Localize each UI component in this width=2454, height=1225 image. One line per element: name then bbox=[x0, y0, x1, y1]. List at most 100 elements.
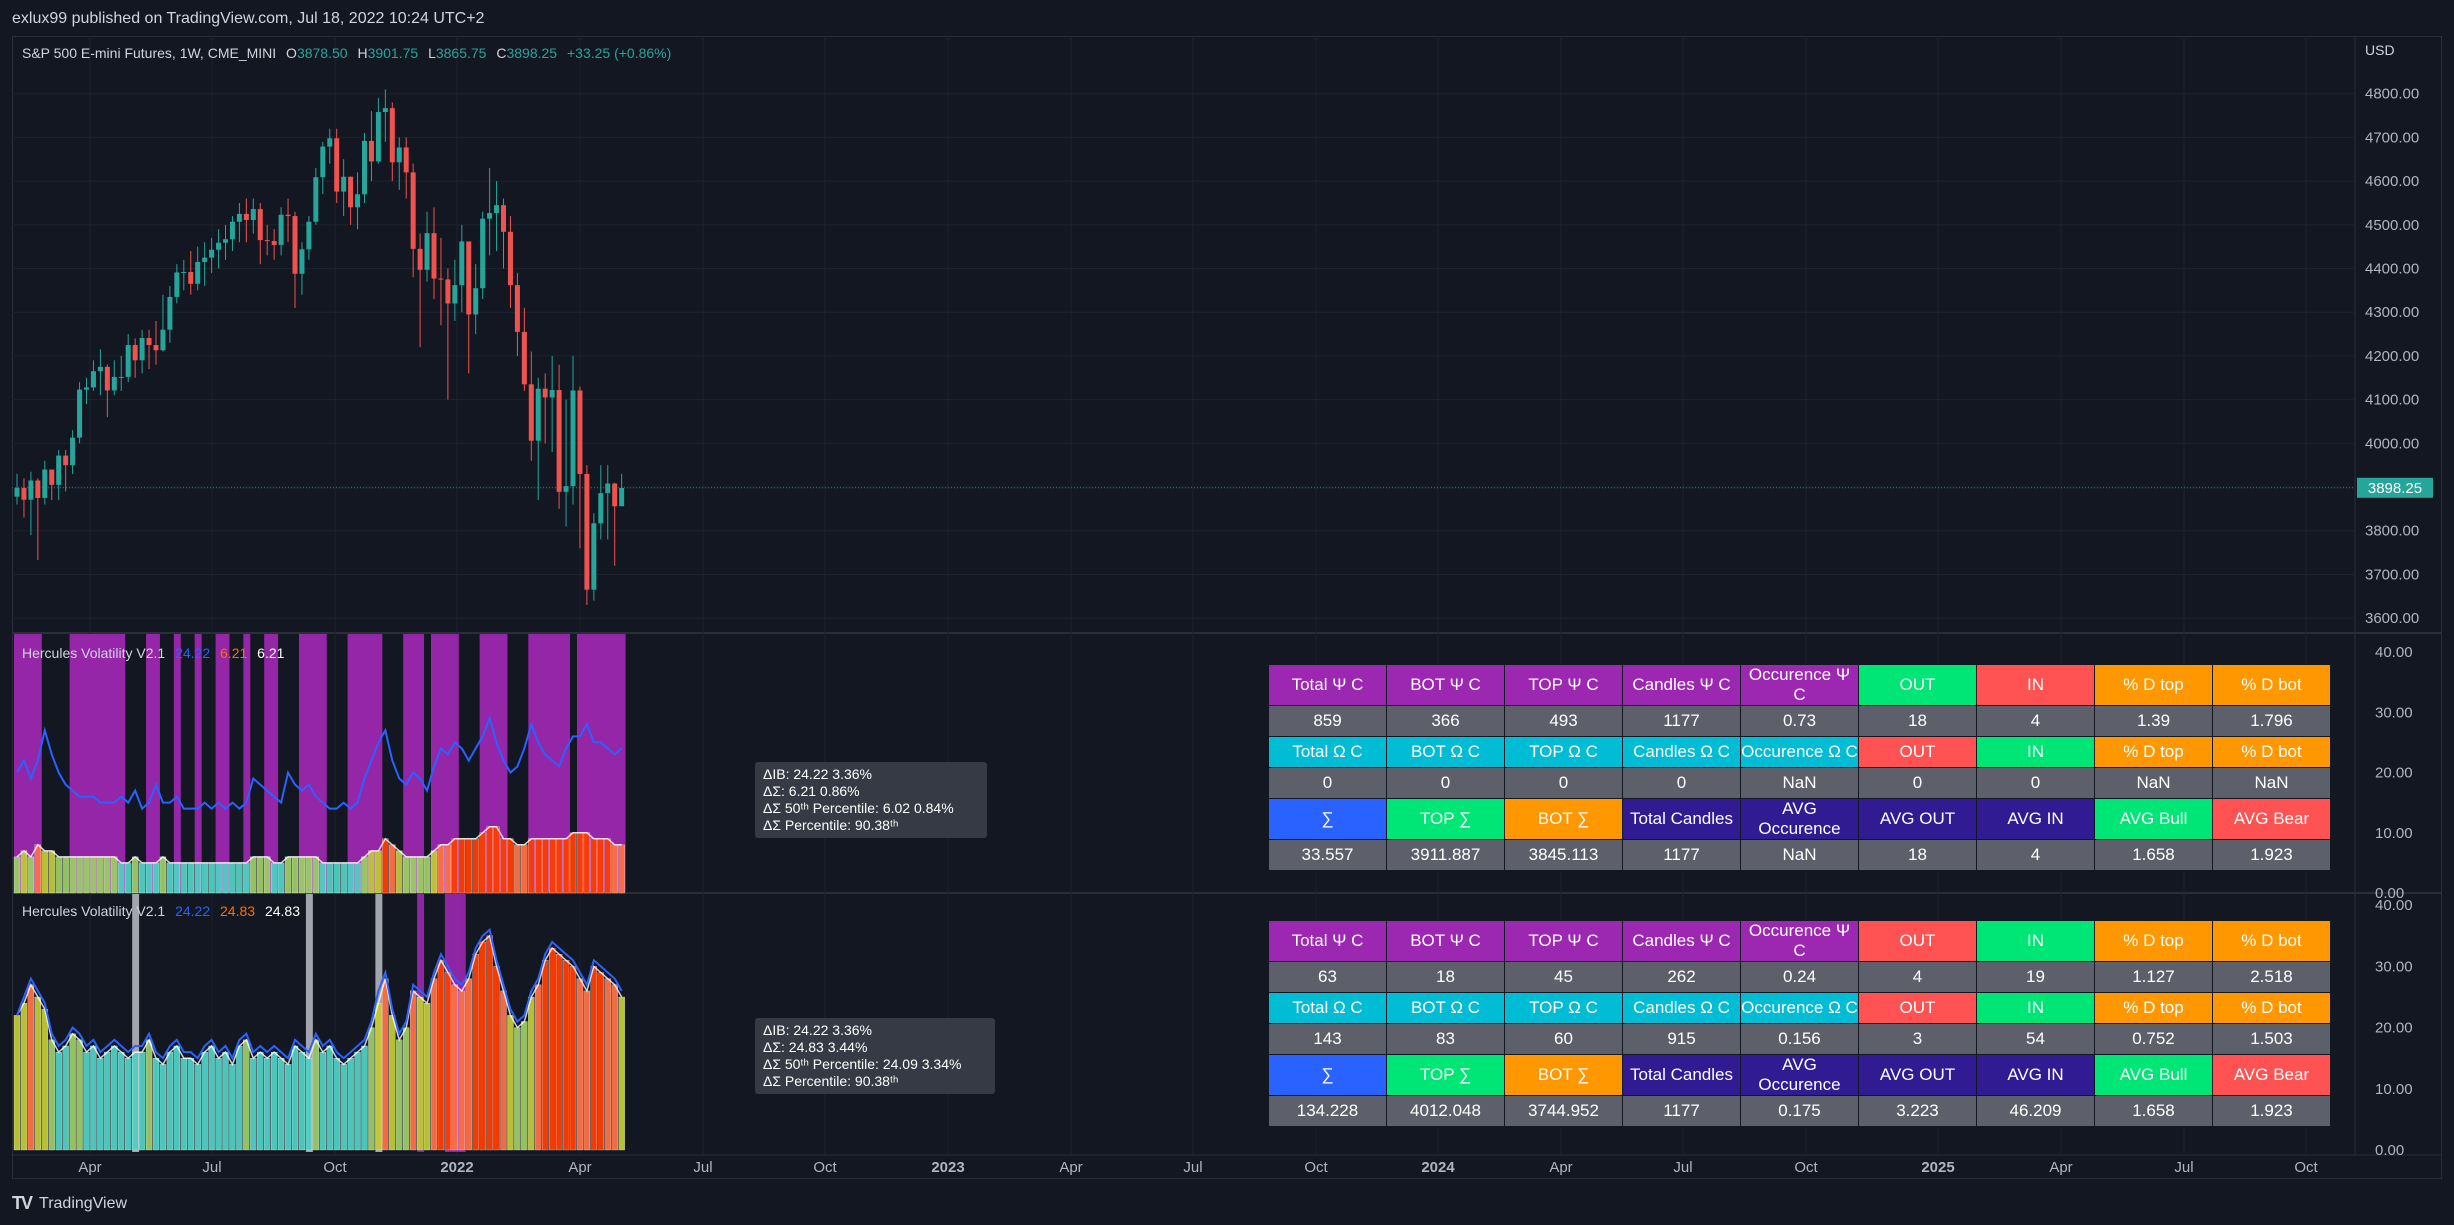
candle-body bbox=[424, 233, 430, 270]
regime-band bbox=[403, 634, 425, 892]
volatility-bar bbox=[27, 856, 35, 894]
volatility-bar bbox=[250, 856, 257, 894]
candle-body bbox=[160, 329, 166, 351]
candle-body bbox=[403, 147, 409, 173]
stats-cell: TOP Ψ C bbox=[1504, 920, 1623, 962]
stats-cell: BOT Ψ C bbox=[1386, 920, 1505, 962]
volatility-bar bbox=[62, 856, 69, 894]
stats-cell: 3744.952 bbox=[1504, 1095, 1623, 1127]
stats-cell: 3911.887 bbox=[1386, 839, 1505, 871]
candle-body bbox=[209, 249, 215, 258]
volatility-bar bbox=[535, 984, 542, 1151]
stats-cell: Occurence Ω C bbox=[1740, 736, 1859, 768]
candle-body bbox=[285, 214, 291, 217]
volatility-bar bbox=[104, 1051, 111, 1151]
candle-body bbox=[605, 483, 611, 494]
volatility-bar bbox=[69, 1033, 76, 1151]
stats-cell: BOT Ω C bbox=[1386, 992, 1505, 1024]
candle-body bbox=[271, 240, 277, 245]
volatility-bar bbox=[458, 838, 465, 894]
volatility-bar bbox=[416, 856, 424, 894]
candle-body bbox=[334, 138, 340, 192]
candle-body bbox=[104, 366, 110, 391]
symbol-legend: S&P 500 E-mini Futures, 1W, CME_MINI O38… bbox=[22, 45, 677, 61]
candle-body bbox=[549, 390, 555, 398]
stats-cell: % D top bbox=[2094, 920, 2213, 962]
ohlc-low: 3865.75 bbox=[435, 45, 487, 61]
price-tick-label: 3700.00 bbox=[2365, 566, 2419, 583]
volatility-bar bbox=[361, 856, 368, 894]
regime-band bbox=[298, 634, 327, 892]
price-tick-label: 4000.00 bbox=[2365, 435, 2419, 452]
candle-body bbox=[188, 272, 194, 284]
indicator-legend-1[interactable]: Hercules Volatility V2.1 24.22 6.21 6.21 bbox=[22, 645, 290, 661]
candle-body bbox=[111, 376, 117, 391]
stats-cell: 0 bbox=[1504, 767, 1623, 799]
stats-cell: OUT bbox=[1858, 920, 1977, 962]
time-tick-label: Jul bbox=[693, 1159, 712, 1176]
volatility-bar bbox=[514, 1027, 521, 1151]
candle-body bbox=[14, 487, 20, 497]
candle-body bbox=[132, 345, 138, 361]
tooltip1-line1: ΔIB: 24.22 3.36% bbox=[763, 766, 872, 782]
volatility-bar bbox=[521, 844, 528, 894]
indicator-name-2: Hercules Volatility V2.1 bbox=[22, 903, 166, 919]
time-tick-label: Oct bbox=[2294, 1159, 2318, 1176]
volatility-bar bbox=[542, 838, 549, 894]
volatility-bar bbox=[83, 856, 90, 894]
stats-row: 134.228 4012.048 3744.952 1177 0.175 3.223 46.… bbox=[1268, 1095, 2331, 1127]
regime-band bbox=[173, 634, 181, 892]
volatility-bar bbox=[604, 838, 611, 894]
volatility-bar bbox=[562, 838, 570, 894]
volatility-bar bbox=[125, 1058, 132, 1151]
stats-cell: 63 bbox=[1268, 961, 1387, 993]
volatility-bar bbox=[34, 844, 41, 894]
candle-body bbox=[382, 108, 388, 113]
candle-body bbox=[473, 288, 479, 315]
volatility-bar bbox=[347, 862, 354, 894]
stats-cell: TOP Ψ C bbox=[1504, 664, 1623, 706]
regime-band bbox=[146, 634, 160, 892]
volatility-bar bbox=[76, 1039, 83, 1151]
tooltip2-line3: ΔΣ 50ᵗʰ Percentile: 24.09 3.34% bbox=[763, 1056, 962, 1072]
stats-table-2: Total Ψ C BOT Ψ C TOP Ψ C Candles Ψ C Occure… bbox=[1268, 920, 2331, 1127]
ohlc-high: 3901.75 bbox=[367, 45, 419, 61]
candle-body bbox=[70, 437, 76, 466]
volatility-bar bbox=[194, 862, 201, 894]
stats-row: Total Ω C BOT Ω C TOP Ω C Candles Ω C Occure… bbox=[1268, 992, 2331, 1024]
candle-body bbox=[21, 487, 27, 500]
stats-cell: Occurence Ψ C bbox=[1740, 920, 1859, 962]
volatility-bar bbox=[423, 856, 431, 894]
volatility-bar-outline bbox=[16, 825, 622, 864]
price-candles bbox=[14, 89, 625, 606]
volatility-bar bbox=[472, 838, 479, 894]
volatility-bar bbox=[493, 966, 500, 1151]
footer[interactable]: TV TradingView bbox=[12, 1193, 127, 1214]
tooltip2-line1: ΔIB: 24.22 3.36% bbox=[763, 1022, 872, 1038]
volatility-bar bbox=[13, 856, 21, 894]
stats-cell: 0.73 bbox=[1740, 705, 1859, 737]
indicator-legend-2[interactable]: Hercules Volatility V2.1 24.22 24.83 24.… bbox=[22, 903, 306, 919]
volatility-bar bbox=[264, 1058, 271, 1151]
volatility-bar bbox=[229, 862, 236, 894]
volatility-bar bbox=[62, 1045, 69, 1151]
candle-body bbox=[466, 241, 472, 315]
candle-body bbox=[42, 469, 48, 498]
volatility-bar bbox=[152, 1058, 160, 1151]
time-tick-label: 2023 bbox=[931, 1159, 964, 1176]
candle-body bbox=[577, 390, 583, 474]
candle-body bbox=[146, 338, 152, 345]
candle-body bbox=[84, 387, 89, 390]
volatility-bar bbox=[549, 947, 556, 1151]
volatility-bar bbox=[618, 844, 625, 894]
stats-cell: Total Candles bbox=[1622, 1054, 1741, 1096]
indicator-value-2b: 24.83 bbox=[220, 903, 256, 919]
volatility-bar bbox=[284, 856, 292, 894]
stats-cell: 0 bbox=[1622, 767, 1741, 799]
volatility-bar bbox=[528, 838, 535, 894]
candle-body bbox=[438, 278, 444, 280]
candle-body bbox=[195, 261, 201, 284]
volatility-bar bbox=[270, 862, 278, 894]
volatility-bar bbox=[173, 862, 181, 894]
